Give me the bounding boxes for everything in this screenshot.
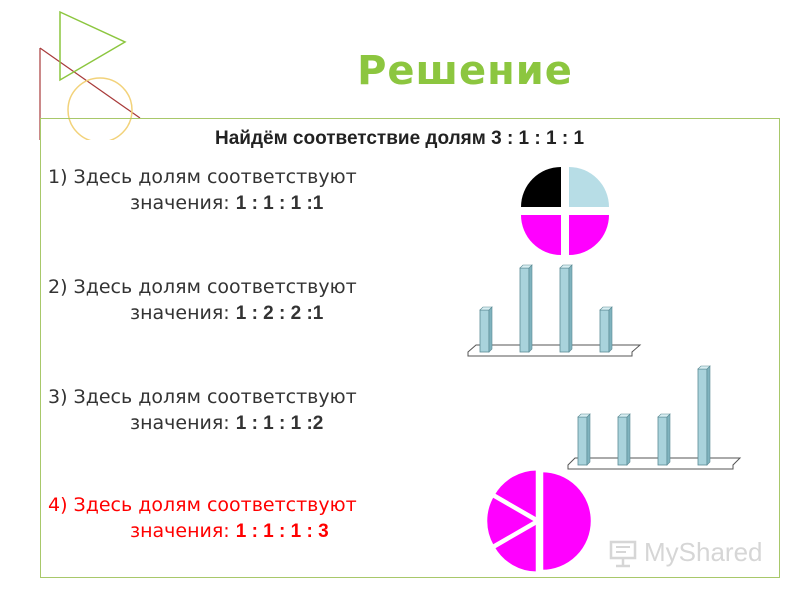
option-2-text: 2) Здесь долям соответствуют xyxy=(48,276,357,298)
option-3: 3) Здесь долям соответствуют значения: 1… xyxy=(48,386,357,435)
bar2-bar xyxy=(599,309,610,353)
bar2-bar-side xyxy=(528,264,533,353)
bar3-bar-top xyxy=(657,413,671,418)
bar3-floor xyxy=(567,457,742,470)
option-4-values: 1 : 1 : 1 : 3 xyxy=(235,521,329,542)
pie1-slice xyxy=(521,167,561,207)
slide-subtitle: Найдём соответствие долям 3 : 1 : 1 : 1 xyxy=(215,128,585,149)
option-1-values: 1 : 1 : 1 :1 xyxy=(235,193,324,214)
pie1-slice xyxy=(521,215,561,255)
bar3-bar-top xyxy=(697,365,711,370)
option-4-text: 4) Здесь долям соответствуют xyxy=(48,494,357,516)
bar3-bar xyxy=(657,416,668,466)
bar2-bar-side xyxy=(568,264,573,353)
bar2-bar-side xyxy=(608,306,613,353)
option-4-answer: 4) Здесь долям соответствуют значения: 1… xyxy=(48,494,357,543)
pie4-slice xyxy=(484,494,539,548)
option-4-prefix: значения: xyxy=(130,520,236,542)
bar2-bar-top xyxy=(559,264,573,269)
bar3-bar-side xyxy=(706,365,711,466)
bar2-bar-top xyxy=(599,306,613,311)
option-2-prefix: значения: xyxy=(130,302,236,324)
content-frame xyxy=(40,118,780,578)
bar3-bar-top xyxy=(577,413,591,418)
bar2-bar xyxy=(479,309,490,353)
option-1-text: 1) Здесь долям соответствуют xyxy=(48,166,357,188)
bar3-bar-top xyxy=(617,413,631,418)
bar3-bar xyxy=(577,416,588,466)
watermark-text: MyShared xyxy=(644,537,763,567)
bar2-bar xyxy=(559,267,570,353)
circle-shape xyxy=(67,77,133,140)
option-2: 2) Здесь долям соответствуют значения: 1… xyxy=(48,276,357,325)
presentation-board-icon xyxy=(609,540,637,567)
bar2-bar xyxy=(519,267,530,353)
option-3-values: 1 : 1 : 1 :2 xyxy=(235,413,324,434)
bar3-bar-side xyxy=(626,413,631,466)
bar2-bar-top xyxy=(479,306,493,311)
bar2-floor xyxy=(467,344,642,357)
pie4-slice xyxy=(540,469,594,573)
slide-title: Решение xyxy=(357,48,573,94)
bar2-bar-top xyxy=(519,264,533,269)
pie4-slice xyxy=(491,520,539,574)
pie4-slice xyxy=(491,468,539,522)
option-2-values: 1 : 2 : 2 :1 xyxy=(235,303,324,324)
option-3-prefix: значения: xyxy=(130,412,236,434)
bar3-bar-side xyxy=(666,413,671,466)
pie1-slice xyxy=(569,215,609,255)
watermark-logo: MyShared xyxy=(608,537,763,568)
bar3-bar-side xyxy=(586,413,591,466)
bar2-bar-side xyxy=(488,306,493,353)
option-3-text: 3) Здесь долям соответствуют xyxy=(48,386,357,408)
bar3-bar xyxy=(617,416,628,466)
bar3-bar xyxy=(697,368,708,466)
pie1-slice xyxy=(569,167,609,207)
option-1: 1) Здесь долям соответствуют значения: 1… xyxy=(48,166,357,215)
option-1-prefix: значения: xyxy=(130,192,236,214)
triangle-shape xyxy=(59,10,127,82)
